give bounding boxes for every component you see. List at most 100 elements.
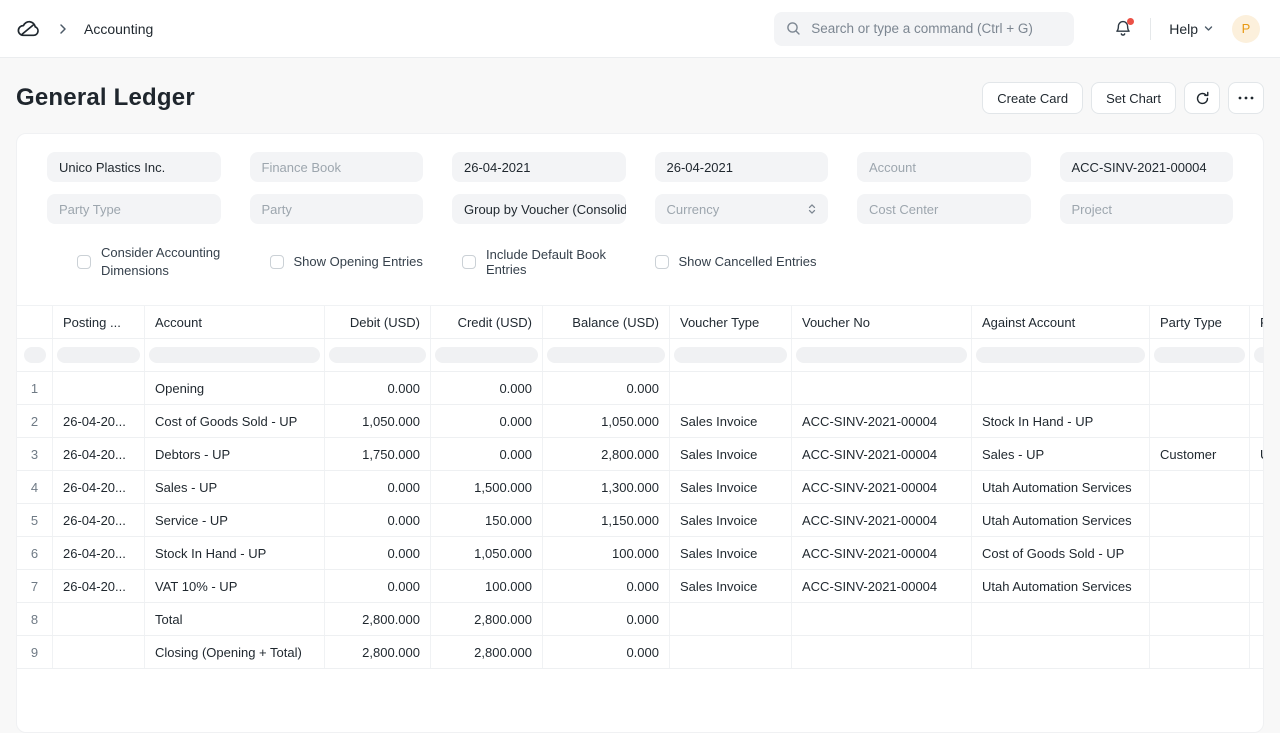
table-cell[interactable]: 0.000 [431, 438, 543, 470]
table-cell[interactable]: 1,300.000 [543, 471, 670, 503]
table-cell[interactable] [1150, 504, 1250, 536]
table-cell[interactable]: 0.000 [543, 570, 670, 602]
column-header[interactable]: Party Type [1150, 306, 1250, 338]
table-cell[interactable] [670, 603, 792, 635]
table-cell[interactable] [53, 372, 145, 404]
table-cell[interactable] [1250, 504, 1263, 536]
table-cell[interactable]: 26-04-20... [53, 537, 145, 569]
table-cell[interactable] [1150, 603, 1250, 635]
table-cell[interactable]: Sales Invoice [670, 438, 792, 470]
table-cell[interactable]: ACC-SINV-2021-00004 [792, 471, 972, 503]
column-filter-input[interactable] [145, 339, 325, 371]
table-cell[interactable] [1250, 603, 1263, 635]
table-cell[interactable]: 1,050.000 [431, 537, 543, 569]
column-filter-input[interactable] [53, 339, 145, 371]
table-cell[interactable]: Customer [1150, 438, 1250, 470]
search-input[interactable] [809, 20, 1062, 37]
table-cell[interactable] [1150, 405, 1250, 437]
notifications-button[interactable] [1114, 19, 1132, 38]
table-cell[interactable]: 1,050.000 [543, 405, 670, 437]
table-cell[interactable] [1150, 570, 1250, 602]
table-cell[interactable]: 0.000 [325, 372, 431, 404]
filter-to-date[interactable]: 26-04-2021 [655, 152, 829, 182]
column-filter-input[interactable] [1250, 339, 1263, 371]
column-header[interactable]: Account [145, 306, 325, 338]
table-cell[interactable]: ACC-SINV-2021-00004 [792, 570, 972, 602]
table-cell[interactable] [972, 636, 1150, 668]
row-index[interactable]: 5 [17, 504, 53, 536]
row-index[interactable]: 8 [17, 603, 53, 635]
table-cell[interactable]: Utah Automation Services [972, 504, 1150, 536]
table-cell[interactable]: Sales Invoice [670, 504, 792, 536]
set-chart-button[interactable]: Set Chart [1091, 82, 1176, 114]
row-index[interactable]: 1 [17, 372, 53, 404]
table-cell[interactable]: 1,500.000 [431, 471, 543, 503]
table-cell[interactable] [670, 636, 792, 668]
more-options-button[interactable] [1228, 82, 1264, 114]
filter-from-date[interactable]: 26-04-2021 [452, 152, 626, 182]
user-avatar[interactable]: P [1232, 15, 1260, 43]
table-cell[interactable]: 0.000 [543, 372, 670, 404]
table-cell[interactable]: Service - UP [145, 504, 325, 536]
table-cell[interactable]: 150.000 [431, 504, 543, 536]
table-cell[interactable] [1250, 405, 1263, 437]
column-filter-input[interactable] [543, 339, 670, 371]
filter-project[interactable]: Project [1060, 194, 1234, 224]
table-cell[interactable]: Utah Automation Services [972, 570, 1150, 602]
table-cell[interactable]: 2,800.000 [431, 603, 543, 635]
table-cell[interactable]: 0.000 [431, 405, 543, 437]
table-cell[interactable] [1250, 570, 1263, 602]
table-cell[interactable] [792, 636, 972, 668]
row-index[interactable]: 2 [17, 405, 53, 437]
filter-party-type[interactable]: Party Type [47, 194, 221, 224]
table-cell[interactable]: 0.000 [325, 537, 431, 569]
app-logo[interactable] [16, 18, 42, 40]
table-cell[interactable]: 0.000 [325, 570, 431, 602]
table-cell[interactable] [792, 372, 972, 404]
table-cell[interactable]: 100.000 [431, 570, 543, 602]
table-cell[interactable] [792, 603, 972, 635]
column-header[interactable]: Debit (USD) [325, 306, 431, 338]
table-cell[interactable]: Cost of Goods Sold - UP [972, 537, 1150, 569]
filter-group-by[interactable]: Group by Voucher (Consolidated) [452, 194, 626, 224]
table-cell[interactable]: Cost of Goods Sold - UP [145, 405, 325, 437]
checkbox-show-cancelled-entries[interactable]: Show Cancelled Entries [655, 244, 819, 279]
table-cell[interactable]: 1,150.000 [543, 504, 670, 536]
table-cell[interactable]: 26-04-20... [53, 570, 145, 602]
row-index[interactable]: 4 [17, 471, 53, 503]
table-cell[interactable] [1150, 471, 1250, 503]
table-cell[interactable]: Utah Automation Services [972, 471, 1150, 503]
breadcrumb[interactable]: Accounting [84, 21, 153, 37]
row-index[interactable]: 3 [17, 438, 53, 470]
checkbox-include-default-book-entries[interactable]: Include Default Book Entries [462, 244, 626, 279]
column-header[interactable]: Voucher No [792, 306, 972, 338]
table-cell[interactable] [670, 372, 792, 404]
column-header[interactable]: Balance (USD) [543, 306, 670, 338]
table-cell[interactable]: 26-04-20... [53, 504, 145, 536]
filter-currency[interactable]: Currency [655, 194, 829, 224]
table-cell[interactable]: 1,750.000 [325, 438, 431, 470]
table-cell[interactable]: 26-04-20... [53, 405, 145, 437]
table-cell[interactable] [1150, 372, 1250, 404]
column-filter-input[interactable] [670, 339, 792, 371]
table-cell[interactable]: ACC-SINV-2021-00004 [792, 405, 972, 437]
table-cell[interactable] [1250, 636, 1263, 668]
column-filter-input[interactable] [1150, 339, 1250, 371]
table-cell[interactable]: 2,800.000 [431, 636, 543, 668]
table-cell[interactable] [53, 603, 145, 635]
table-cell[interactable] [53, 636, 145, 668]
table-cell[interactable]: 0.000 [543, 603, 670, 635]
column-filter-input[interactable] [325, 339, 431, 371]
table-cell[interactable]: Sales Invoice [670, 405, 792, 437]
table-cell[interactable]: Stock In Hand - UP [972, 405, 1150, 437]
refresh-button[interactable] [1184, 82, 1220, 114]
filter-account[interactable]: Account [857, 152, 1031, 182]
filter-company[interactable]: Unico Plastics Inc. [47, 152, 221, 182]
column-header[interactable]: Voucher Type [670, 306, 792, 338]
column-filter-input[interactable] [972, 339, 1150, 371]
filter-party[interactable]: Party [250, 194, 424, 224]
column-filter-input[interactable] [792, 339, 972, 371]
table-cell[interactable]: Sales - UP [972, 438, 1150, 470]
table-cell[interactable]: Sales Invoice [670, 537, 792, 569]
column-header[interactable] [17, 306, 53, 338]
